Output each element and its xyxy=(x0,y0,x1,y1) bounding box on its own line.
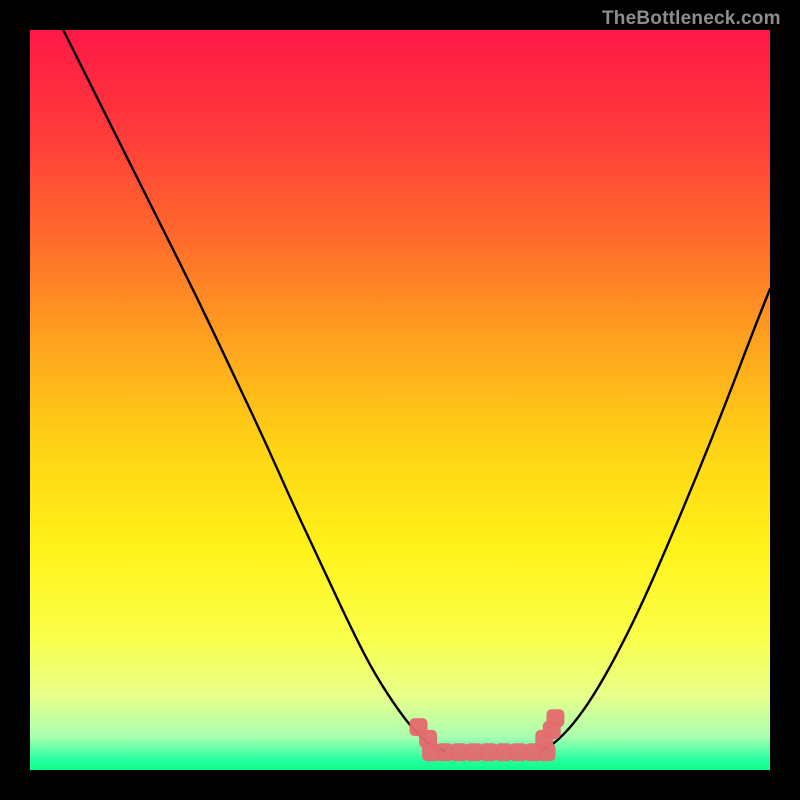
chart-canvas: TheBottleneck.com xyxy=(0,0,800,800)
chart-gradient-bg xyxy=(30,30,770,770)
data-marker xyxy=(419,730,437,748)
watermark-text: TheBottleneck.com xyxy=(602,8,781,30)
chart-svg xyxy=(0,0,800,800)
data-marker xyxy=(546,709,564,727)
